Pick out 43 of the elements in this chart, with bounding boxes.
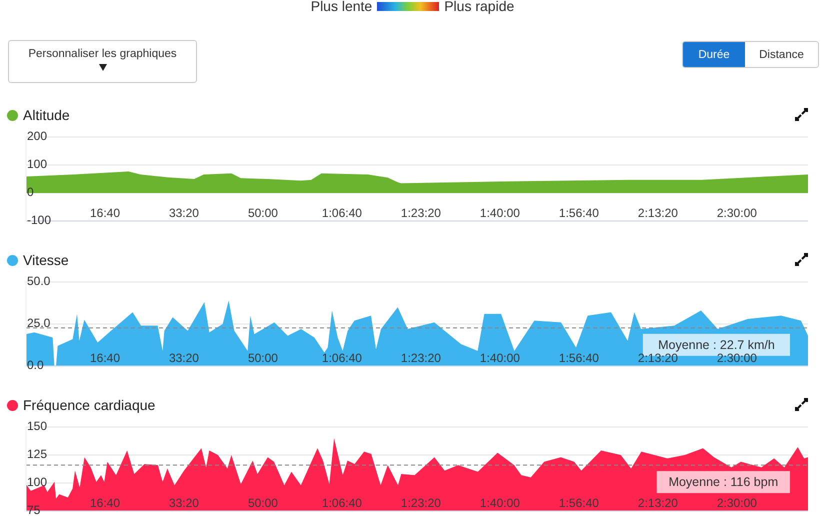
x-tick-label: 1:23:20 bbox=[400, 351, 442, 365]
x-tick-label: 1:06:40 bbox=[322, 206, 362, 220]
y-tick-label: 50.0 bbox=[27, 274, 51, 288]
y-tick-label: 100 bbox=[27, 157, 48, 171]
x-tick-label: 2:13:20 bbox=[638, 496, 678, 510]
y-tick-label: 200 bbox=[27, 129, 48, 143]
text: Durée bbox=[683, 42, 745, 67]
x-tick-label: 33:20 bbox=[168, 496, 200, 510]
text: Plus rapide bbox=[444, 0, 514, 14]
ref-line-label: Moyenne : 22.7 km/h bbox=[658, 338, 775, 352]
y-tick-label: 150 bbox=[27, 419, 48, 433]
y-tick-label: 25.0 bbox=[27, 316, 51, 330]
x-tick-label: 33:20 bbox=[168, 351, 200, 365]
x-tick-label: 1:56:40 bbox=[558, 496, 600, 510]
x-tick-label: 1:40:00 bbox=[480, 496, 520, 510]
x-tick-label: 1:56:40 bbox=[558, 351, 600, 365]
x-tick-label: 16:40 bbox=[90, 496, 120, 510]
x-tick-label: 1:56:40 bbox=[558, 206, 600, 220]
x-tick-label: 2:30:00 bbox=[716, 496, 758, 510]
x-tick-label: 16:40 bbox=[90, 206, 120, 220]
ref-line-label: Moyenne : 116 bpm bbox=[668, 475, 778, 490]
x-tick-label: 1:23:20 bbox=[400, 496, 442, 510]
x-tick-label: 33:20 bbox=[168, 206, 200, 220]
y-tick-label: -100 bbox=[27, 213, 52, 227]
x-tick-label: 50:00 bbox=[248, 206, 278, 220]
text: Distance bbox=[758, 48, 805, 62]
x-tick-label: 1:40:00 bbox=[480, 206, 520, 220]
x-tick-label: 50:00 bbox=[248, 351, 278, 365]
chart-title: Fréquence cardiaque bbox=[23, 397, 156, 413]
x-tick-label: 16:40 bbox=[90, 351, 120, 365]
x-tick-label: 1:23:20 bbox=[400, 206, 442, 220]
chart-title: Vitesse bbox=[23, 252, 69, 268]
x-tick-label: 2:13:20 bbox=[638, 206, 678, 220]
y-tick-label: 125 bbox=[27, 447, 48, 461]
x-tick-label: 50:00 bbox=[248, 496, 278, 510]
y-tick-label: 100 bbox=[27, 475, 48, 489]
text: Plus lente bbox=[310, 0, 372, 14]
x-tick-label: 1:06:40 bbox=[322, 496, 362, 510]
x-tick-label: 2:30:00 bbox=[716, 206, 758, 220]
x-tick-label: 1:06:40 bbox=[322, 351, 362, 365]
chart-title: Altitude bbox=[23, 107, 70, 123]
x-tick-label: 1:40:00 bbox=[480, 351, 520, 365]
text: Personnaliser les graphiques bbox=[27, 48, 178, 60]
